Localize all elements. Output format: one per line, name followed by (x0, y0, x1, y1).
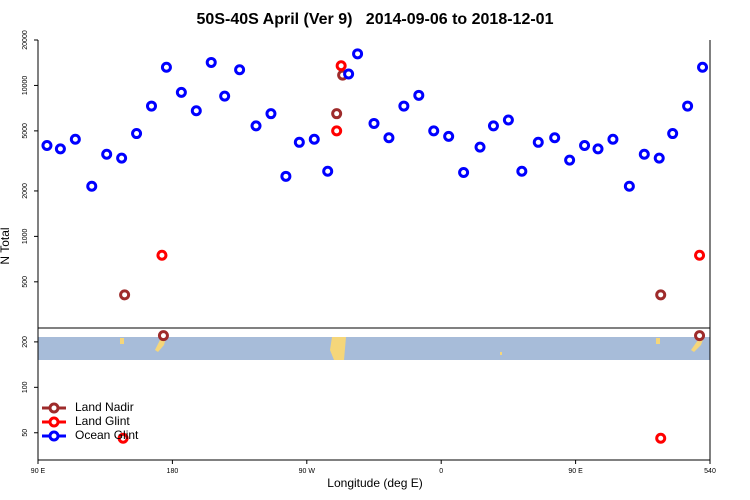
legend-label: Ocean Glint (75, 428, 139, 442)
point (205, 56, 217, 68)
point (655, 432, 667, 444)
point (265, 108, 277, 120)
point (667, 128, 679, 140)
point (487, 120, 499, 132)
point (474, 141, 486, 153)
legend-label: Land Glint (75, 414, 130, 428)
point (308, 133, 320, 145)
point (343, 68, 355, 80)
point (653, 152, 665, 164)
y-tick-label: 10000 (22, 76, 29, 96)
point (516, 165, 528, 177)
point (175, 86, 187, 98)
x-tick-label: 90 E (568, 468, 583, 475)
point (331, 125, 343, 137)
point (69, 133, 81, 145)
point (41, 140, 53, 152)
legend-marker (48, 416, 60, 428)
point (280, 170, 292, 182)
point (119, 289, 131, 301)
point (322, 165, 334, 177)
point (157, 330, 169, 342)
legend-label: Land Nadir (75, 400, 134, 414)
point (607, 133, 619, 145)
point (250, 120, 262, 132)
point (458, 166, 470, 178)
point (413, 89, 425, 101)
x-axis-label: Longitude (deg E) (327, 476, 422, 490)
point (293, 136, 305, 148)
legend-marker (48, 402, 60, 414)
point (160, 61, 172, 73)
x-tick-label: 180 (167, 468, 179, 475)
point (368, 117, 380, 129)
point (335, 60, 347, 72)
point (579, 140, 591, 152)
y-tick-label: 200 (22, 336, 29, 348)
point (694, 249, 706, 261)
point (682, 100, 694, 112)
y-tick-label: 2000 (22, 183, 29, 199)
point (131, 128, 143, 140)
point (428, 125, 440, 137)
point (638, 148, 650, 160)
point (86, 180, 98, 192)
y-tick-label: 1000 (22, 228, 29, 244)
x-tick-label: 540 (704, 468, 716, 475)
point (219, 90, 231, 102)
point (502, 114, 514, 126)
point (697, 61, 709, 73)
point (655, 289, 667, 301)
point (190, 105, 202, 117)
point (623, 180, 635, 192)
y-tick-label: 100 (22, 381, 29, 393)
point (234, 64, 246, 76)
point (532, 136, 544, 148)
y-axis-label: N Total (0, 227, 12, 264)
point (398, 100, 410, 112)
x-tick-label: 0 (439, 468, 443, 475)
point (352, 48, 364, 60)
y-tick-label: 50 (22, 429, 29, 437)
y-tick-label: 500 (22, 276, 29, 288)
point (564, 154, 576, 166)
point (331, 108, 343, 120)
point (116, 152, 128, 164)
y-tick-label: 5000 (22, 123, 29, 139)
point (117, 432, 129, 444)
legend-marker (48, 430, 60, 442)
x-tick-label: 90 E (31, 468, 46, 475)
y-tick-label: 20000 (22, 30, 29, 50)
x-tick-label: 90 W (299, 468, 316, 475)
chart-title: 50S-40S April (Ver 9) 2014-09-06 to 2018… (197, 11, 554, 28)
map-strip (38, 337, 710, 360)
point (101, 148, 113, 160)
point (694, 330, 706, 342)
point (443, 130, 455, 142)
point (156, 249, 168, 261)
point (54, 143, 66, 155)
point (592, 143, 604, 155)
point (145, 100, 157, 112)
point (383, 132, 395, 144)
point (549, 132, 561, 144)
